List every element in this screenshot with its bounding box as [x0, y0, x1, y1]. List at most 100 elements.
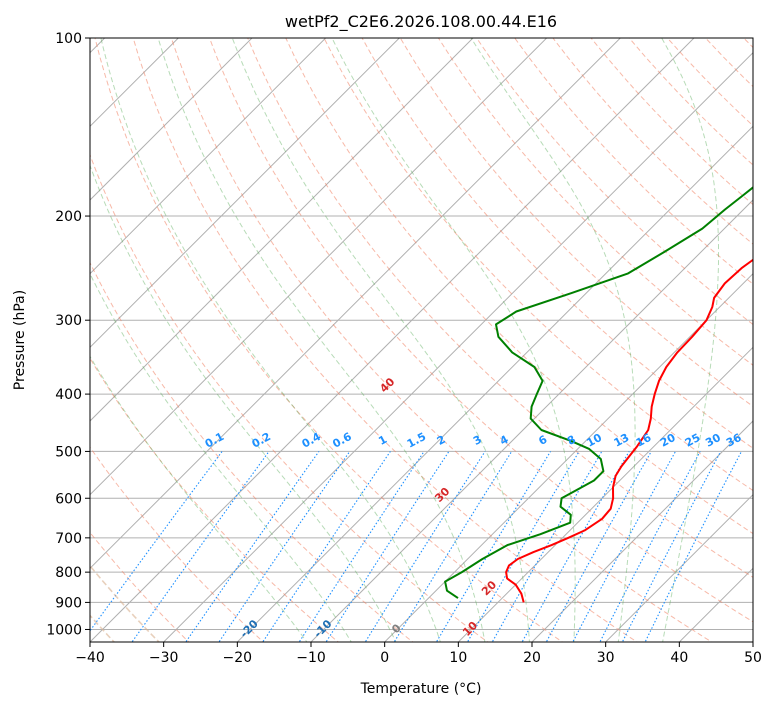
x-tick-label: −10 [296, 650, 326, 666]
isotherm-line [604, 493, 753, 642]
dry-adiabat-label: 20 [479, 578, 499, 598]
dry-adiabat-line [132, 38, 638, 642]
y-tick-label: 600 [55, 491, 82, 507]
moist-adiabat-line [157, 38, 486, 642]
dry-adiabat-line [514, 38, 753, 285]
mixing-ratio-label: 2 [435, 433, 448, 448]
temperature-profile-line [505, 258, 753, 603]
mixing-ratio-line [364, 451, 486, 642]
dry-adiabat-line [209, 38, 753, 623]
moist-adiabat-line [470, 38, 636, 642]
dry-adiabat-line [552, 38, 753, 245]
isotherm-line [90, 38, 548, 496]
mixing-ratio-line [262, 451, 391, 642]
chart-axes: −40 −30 −20 −10 0 10 20 30 40 5010020030040050060… [46, 31, 762, 666]
chart-title: wetPf2_C2E6.2026.108.00.44.E16 [285, 12, 557, 32]
mixing-ratio-line [393, 451, 513, 642]
isotherm-line [457, 346, 753, 642]
mixing-ratio-line [298, 451, 425, 642]
y-tick-label: 200 [55, 209, 82, 225]
mixing-ratio-line [466, 451, 580, 642]
dewpoint-profile-line [444, 186, 753, 599]
mixing-ratio-label: 1 [376, 433, 389, 448]
x-tick-label: 50 [744, 650, 762, 666]
mixing-ratio-line [621, 451, 722, 642]
mixing-ratio-label: 20 [658, 431, 678, 450]
y-tick-label: 700 [55, 531, 82, 547]
isotherm-line [236, 125, 753, 642]
mixing-ratio-label: 30 [703, 431, 723, 450]
isotherm-line [90, 38, 401, 349]
isotherm-line [678, 567, 753, 642]
mixing-ratio-line [435, 451, 552, 642]
mixing-ratio-line [572, 451, 676, 642]
dry-adiabat-line [90, 446, 265, 642]
isotherm-line [310, 199, 753, 642]
moist-adiabat-line [331, 38, 576, 642]
mixing-ratio-label: 10 [584, 431, 604, 450]
mixing-ratio-line [325, 451, 450, 642]
isotherm-line [90, 38, 327, 275]
dry-adiabat-line [247, 38, 753, 578]
y-axis-label: Pressure (hPa) [12, 290, 28, 390]
x-tick-label: 0 [380, 650, 389, 666]
outer-adiabat-line [90, 564, 161, 642]
x-tick-label: 20 [523, 650, 541, 666]
mixing-ratio-line [599, 451, 701, 642]
dry-adiabat-line [90, 261, 414, 642]
dry-adiabat-line [285, 38, 753, 535]
mixing-ratio-label: 36 [724, 431, 744, 450]
y-tick-label: 800 [55, 565, 82, 581]
moist-adiabat-line [100, 38, 441, 642]
dry-adiabat-line [323, 38, 753, 492]
x-tick-label: 10 [449, 650, 467, 666]
dry-adiabat-label: -10 [311, 617, 334, 640]
isotherm-line [90, 38, 180, 128]
mixing-ratio-label: 0.2 [250, 430, 273, 451]
moist-adiabat-line [90, 164, 397, 642]
y-tick-label: 400 [55, 387, 82, 403]
dry-adiabat-line [361, 38, 753, 449]
chart-series [444, 186, 753, 603]
mixing-ratio-label: 3 [471, 433, 484, 448]
dry-adiabat-line [90, 531, 190, 642]
dry-adiabat-line [743, 38, 753, 49]
y-tick-label: 300 [55, 313, 82, 329]
dry-adiabat-line [94, 38, 564, 642]
mixing-ratio-label: 0.6 [330, 430, 354, 451]
mixing-ratio-label: 0.1 [203, 430, 226, 451]
y-tick-label: 100 [55, 31, 82, 47]
mixing-ratio-line [185, 451, 320, 642]
isotherm-line [752, 641, 753, 642]
moist-adiabat-line [231, 38, 530, 642]
isotherm-line [90, 38, 253, 201]
moist-adiabat-line [90, 272, 352, 642]
isotherm-line [90, 38, 695, 642]
chart-grid [0, 11, 753, 654]
dry-adiabat-line [590, 38, 753, 206]
isotherm-line [0, 11, 58, 654]
mixing-ratio-label: 0.4 [300, 430, 324, 451]
x-tick-label: −40 [75, 650, 105, 666]
isotherm-line [90, 38, 474, 422]
x-tick-label: 40 [670, 650, 688, 666]
x-axis-label: Temperature (°C) [360, 681, 482, 697]
moist-adiabat-line [90, 355, 308, 642]
dry-adiabat-line [170, 38, 713, 642]
mixing-ratio-label: 16 [634, 431, 654, 450]
dry-adiabat-line [437, 38, 753, 366]
y-tick-label: 900 [55, 595, 82, 611]
mixing-ratio-line [90, 451, 223, 632]
mixing-ratio-label: 8 [565, 433, 578, 448]
mixing-ratio-line [491, 451, 603, 642]
chart-adiabat-labels: 0.1 0.2 0.4 0.6 1 1.5 2 3 4 6 8 10 13 16 20 25 30 36-20 -1… [203, 375, 744, 640]
plot-frame [89, 37, 754, 643]
mixing-ratio-line [644, 451, 742, 642]
mixing-ratio-line [218, 451, 351, 642]
x-tick-label: −30 [149, 650, 179, 666]
dry-adiabat-line [90, 357, 339, 642]
mixing-ratio-line [131, 451, 270, 642]
x-tick-label: 30 [597, 650, 615, 666]
mixing-ratio-label: 13 [612, 431, 632, 450]
